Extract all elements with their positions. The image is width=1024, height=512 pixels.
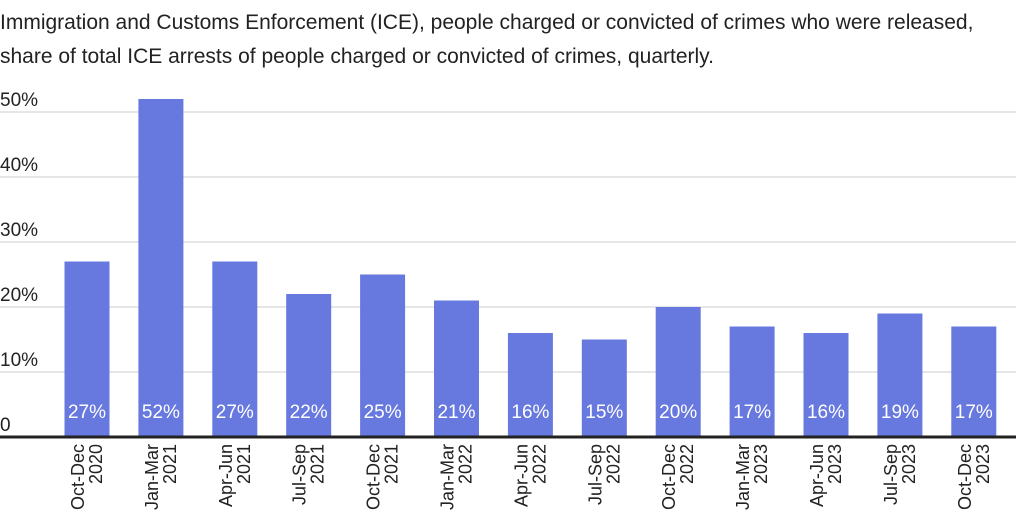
data-label: 52% — [142, 402, 180, 423]
y-tick-label: 30% — [0, 220, 38, 241]
bars — [64, 99, 997, 437]
bar — [803, 333, 849, 437]
x-tick-label-line2: 2022 — [603, 444, 623, 484]
x-tick-label-line1: Oct-Dec — [68, 444, 88, 510]
data-label: 15% — [585, 402, 623, 423]
data-labels: 27% 52% 27% 22% 25% 21% 16% 15% 20% 17% 16% 19% 17% — [68, 402, 993, 423]
y-tick-label: 0 — [0, 415, 11, 436]
x-tick-label-line2: 2023 — [825, 444, 845, 484]
x-tick-label-line2: 2023 — [973, 444, 993, 484]
x-tick-label-line1: Jul-Sep — [585, 444, 605, 505]
x-tick-label-line2: 2021 — [160, 444, 180, 484]
bar — [138, 99, 184, 437]
x-tick-label-line1: Oct-Dec — [364, 444, 384, 510]
data-label: 20% — [659, 402, 697, 423]
x-tick-label-line2: 2023 — [751, 444, 771, 484]
data-label: 16% — [807, 402, 845, 423]
x-tick-label-line1: Apr-Jun — [216, 444, 236, 507]
bar — [507, 333, 553, 437]
bar — [729, 326, 775, 437]
x-tick-label-line1: Jan-Mar — [438, 444, 458, 510]
data-label: 21% — [437, 402, 475, 423]
x-tick-label-line2: 2023 — [899, 444, 919, 484]
chart-title: Immigration and Customs Enforcement (ICE… — [0, 11, 974, 68]
x-tick-label-line2: 2021 — [382, 444, 402, 484]
x-tick-label-line2: 2022 — [677, 444, 697, 484]
x-tick-label-line1: Oct-Dec — [659, 444, 679, 510]
y-tick-label: 20% — [0, 285, 38, 306]
data-label: 27% — [68, 402, 106, 423]
bar — [212, 261, 258, 437]
data-label: 17% — [733, 402, 771, 423]
x-tick-label-line1: Apr-Jun — [807, 444, 827, 507]
x-tick-label-line1: Jan-Mar — [733, 444, 753, 510]
bar — [877, 313, 923, 437]
bar — [951, 326, 997, 437]
x-tick-label-line2: 2021 — [308, 444, 328, 484]
x-tick-label-line1: Jul-Sep — [881, 444, 901, 505]
bar — [655, 307, 701, 437]
x-tick-label-line1: Jul-Sep — [290, 444, 310, 505]
data-label: 17% — [955, 402, 993, 423]
bar — [360, 274, 406, 437]
x-tick-label-line2: 2022 — [456, 444, 476, 484]
bar — [581, 339, 627, 437]
data-label: 27% — [216, 402, 254, 423]
x-tick-label-line1: Apr-Jun — [511, 444, 531, 507]
data-label: 22% — [290, 402, 328, 423]
bar — [286, 294, 332, 437]
y-tick-labels: 0 10% 20% 30% 40% 50% — [0, 90, 38, 436]
x-tick-label-line2: 2021 — [234, 444, 254, 484]
bar — [434, 300, 479, 437]
y-tick-label: 50% — [0, 90, 38, 111]
x-tick-label-line2: 2020 — [86, 444, 106, 484]
x-tick-label-line2: 2022 — [529, 444, 549, 484]
data-label: 25% — [364, 402, 402, 423]
bar — [64, 261, 110, 437]
data-label: 16% — [511, 402, 549, 423]
y-tick-label: 40% — [0, 155, 38, 176]
data-label: 19% — [881, 402, 919, 423]
y-tick-label: 10% — [0, 350, 38, 371]
x-tick-label-line1: Jan-Mar — [142, 444, 162, 510]
x-tick-label-line1: Oct-Dec — [955, 444, 975, 510]
